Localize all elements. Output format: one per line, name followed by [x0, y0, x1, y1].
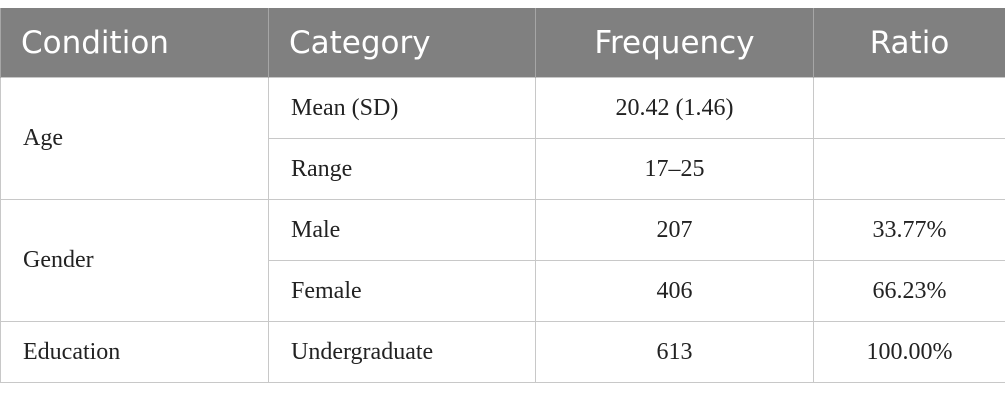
table-row: Range 17–25 — [1, 138, 1005, 200]
category-cell: Undergraduate — [268, 321, 536, 383]
category-cell: Male — [268, 199, 536, 261]
ratio-cell — [813, 77, 1005, 139]
header-row: Condition Category Frequency Ratio — [0, 8, 1005, 78]
condition-cell: Gender — [0, 199, 269, 322]
frequency-cell: 207 — [535, 199, 814, 261]
header-cell: Category — [268, 8, 536, 78]
data-table: Condition Category Frequency Ratio Age Me… — [0, 8, 1005, 383]
table-row: Education Undergraduate 613 100.00% — [0, 321, 1005, 383]
category-cell: Female — [268, 260, 536, 322]
header-cell: Condition — [0, 8, 269, 78]
ratio-cell — [813, 138, 1005, 200]
condition-cell: Age — [0, 77, 269, 200]
category-cell: Mean (SD) — [268, 77, 536, 139]
frequency-cell: 406 — [535, 260, 814, 322]
header-cell: Ratio — [813, 8, 1005, 78]
table-row: Female 406 66.23% — [1, 260, 1005, 322]
ratio-cell: 66.23% — [813, 260, 1005, 322]
frequency-cell: 17–25 — [535, 138, 814, 200]
condition-cell: Education — [0, 321, 269, 383]
ratio-cell: 100.00% — [813, 321, 1005, 383]
category-cell: Range — [268, 138, 536, 200]
frequency-cell: 613 — [535, 321, 814, 383]
table-row: Age Mean (SD) 20.42 (1.46) — [0, 77, 1005, 200]
table-body: Age Mean (SD) 20.42 (1.46) Range 17–25 Gender… — [0, 77, 1005, 383]
ratio-cell: 33.77% — [813, 199, 1005, 261]
frequency-cell: 20.42 (1.46) — [535, 77, 814, 139]
header-cell: Frequency — [535, 8, 814, 78]
table-row: Gender Male 207 33.77% — [0, 199, 1005, 322]
